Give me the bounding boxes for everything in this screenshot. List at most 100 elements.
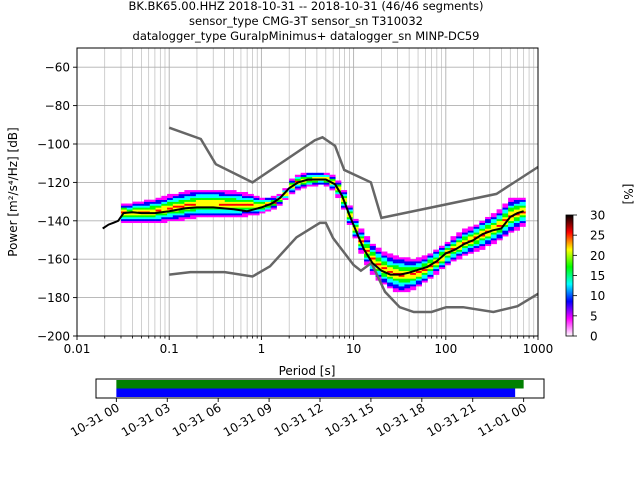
- grid-lines: [76, 48, 538, 337]
- density-cell: [438, 266, 446, 270]
- density-cell: [253, 213, 260, 216]
- density-cell: [502, 230, 509, 233]
- density-cell: [479, 226, 486, 229]
- density-cell: [161, 207, 168, 210]
- density-cell: [167, 203, 174, 206]
- density-cell: [323, 174, 330, 177]
- density-cell: [317, 182, 325, 185]
- density-cell: [144, 215, 151, 218]
- density-cell: [167, 216, 174, 220]
- density-cell: [167, 205, 174, 208]
- density-cell: [496, 238, 503, 241]
- density-cell: [213, 201, 220, 204]
- density-cell: [132, 220, 139, 224]
- density-cell: [346, 207, 353, 210]
- density-cell: [213, 203, 220, 206]
- density-cell: [242, 193, 249, 197]
- header-line-2: sensor_type CMG-3T sensor_sn T310032: [189, 14, 423, 28]
- density-cell: [132, 205, 139, 208]
- density-cell: [352, 218, 359, 222]
- plot-frame: [76, 47, 539, 337]
- density-cell: [230, 192, 237, 195]
- density-cell: [415, 259, 422, 262]
- density-cell: [253, 199, 260, 202]
- density-cell: [438, 247, 446, 250]
- density-cell: [381, 255, 388, 258]
- density-cell: [398, 280, 405, 283]
- density-cell: [513, 218, 520, 222]
- density-cell: [247, 193, 254, 197]
- density-cell: [190, 201, 197, 204]
- density-cell: [364, 257, 371, 260]
- density-cell: [502, 224, 509, 227]
- density-cell: [444, 249, 451, 252]
- density-cell: [456, 241, 463, 245]
- density-cell: [161, 213, 168, 216]
- density-cell: [224, 197, 231, 200]
- density-cell: [427, 255, 434, 258]
- density-cell: [341, 205, 348, 208]
- density-cell: [218, 197, 226, 200]
- density-cell: [473, 245, 480, 248]
- density-cell: [392, 288, 399, 291]
- density-cell: [294, 176, 301, 179]
- density-cell: [178, 205, 185, 208]
- density-cell: [201, 207, 208, 210]
- density-cell: [479, 236, 486, 239]
- density-cell: [335, 182, 342, 185]
- density-cell: [479, 220, 486, 224]
- density-cell: [369, 255, 376, 258]
- density-cell: [398, 268, 405, 272]
- density-cell: [242, 203, 249, 206]
- density-cell: [490, 224, 497, 227]
- density-cell: [195, 213, 202, 216]
- density-cell: [323, 172, 330, 176]
- density-cell: [184, 216, 191, 220]
- density-cell: [519, 218, 526, 222]
- density-cell: [178, 218, 185, 222]
- density-cell: [190, 211, 197, 214]
- density-cell: [421, 263, 428, 266]
- density-cell: [184, 199, 191, 202]
- density-cell: [144, 207, 151, 210]
- density-cell: [404, 282, 411, 285]
- density-cell: [490, 238, 497, 241]
- density-cell: [519, 209, 526, 212]
- density-cell: [300, 174, 307, 177]
- density-cell: [213, 213, 220, 216]
- density-cell: [161, 201, 168, 204]
- density-cell: [410, 280, 417, 283]
- density-cell: [247, 197, 254, 200]
- density-cell: [364, 249, 371, 252]
- density-cell: [410, 282, 417, 285]
- density-cell: [132, 218, 139, 222]
- density-cell: [513, 216, 520, 220]
- coverage-bar-top: [116, 380, 524, 389]
- density-cell: [161, 197, 168, 200]
- density-cell: [138, 209, 145, 212]
- density-cell: [195, 199, 202, 202]
- x-tick-label: 0.1: [160, 342, 179, 356]
- density-cell: [375, 270, 382, 273]
- density-cell: [490, 232, 497, 235]
- density-cell: [462, 247, 469, 250]
- density-cell: [352, 222, 359, 225]
- density-cell: [335, 193, 342, 197]
- density-cell: [184, 215, 191, 218]
- density-cell: [444, 243, 451, 247]
- y-tick-label: −100: [37, 138, 70, 152]
- density-cell: [224, 211, 231, 214]
- density-cell: [392, 257, 399, 260]
- density-cell: [496, 209, 503, 212]
- density-cell: [236, 205, 243, 208]
- density-cell: [120, 207, 128, 210]
- density-cell: [144, 205, 151, 208]
- density-cell: [178, 201, 185, 204]
- time-tick-label: 10-31 21: [425, 400, 479, 439]
- header-line-1: BK.BK65.00.HHZ 2018-10-31 -- 2018-10-31 …: [128, 0, 483, 13]
- density-cell: [230, 193, 237, 197]
- density-cell: [473, 228, 480, 231]
- x-tick-label: 1000: [523, 342, 554, 356]
- density-cell: [502, 234, 509, 237]
- density-cell: [375, 257, 382, 260]
